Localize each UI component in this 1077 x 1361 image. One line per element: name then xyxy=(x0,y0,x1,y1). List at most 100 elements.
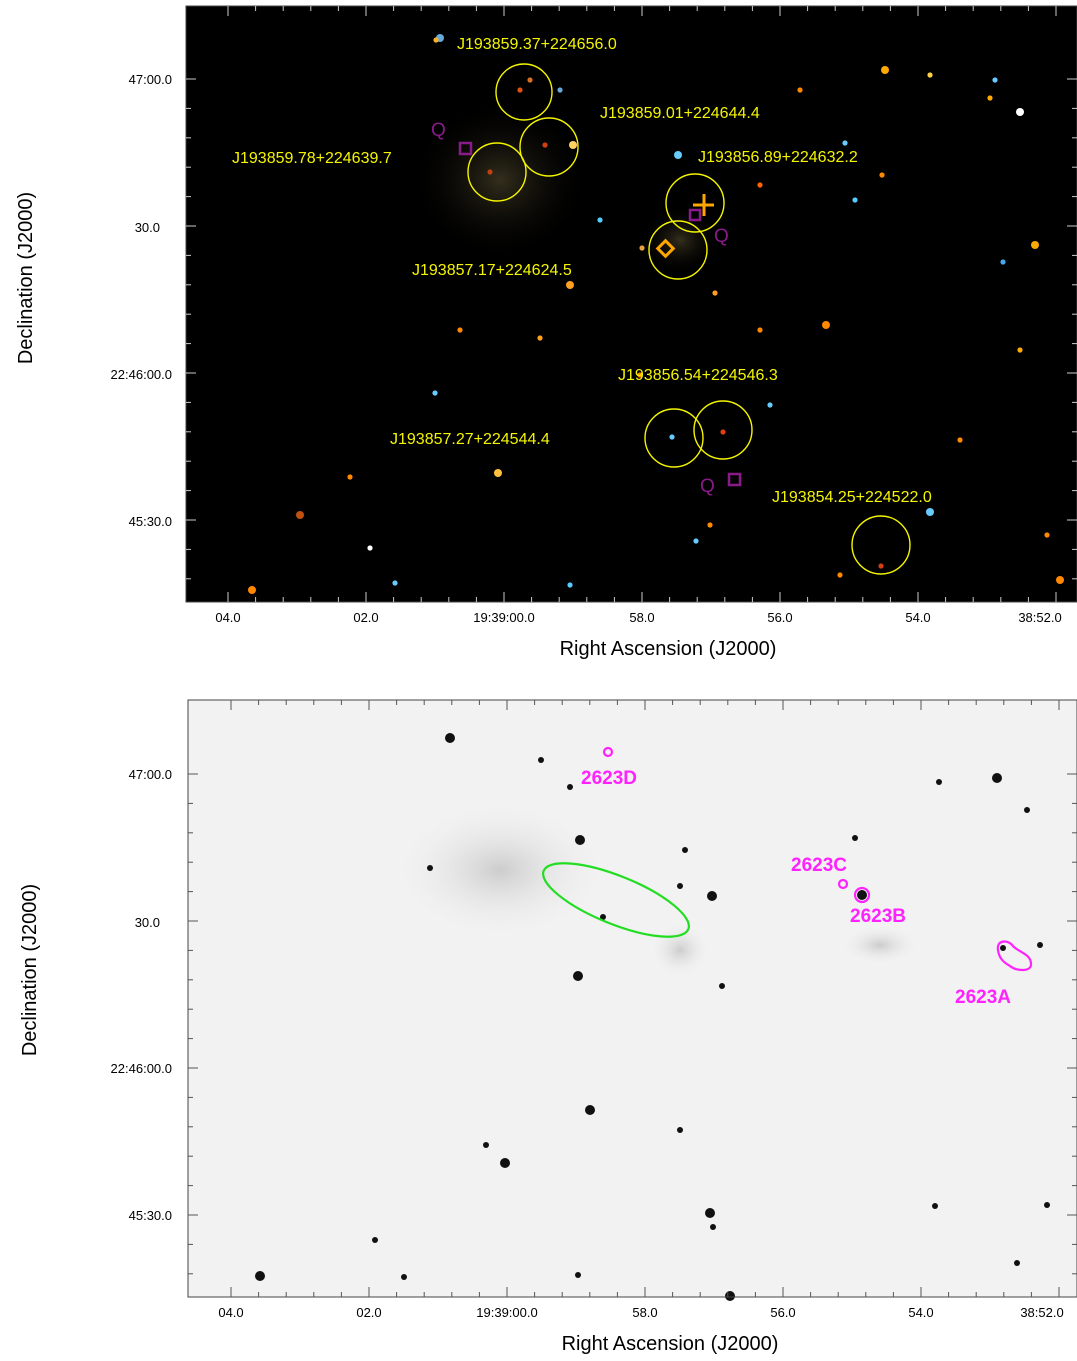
top-star xyxy=(957,437,963,443)
bottom-star xyxy=(538,757,544,763)
bottom-x-tick-0: 04.0 xyxy=(218,1305,243,1320)
top-star xyxy=(367,545,373,551)
top-y-tick-0: 47:00.0 xyxy=(129,72,172,87)
square-marker-1 xyxy=(458,141,473,156)
top-star xyxy=(347,474,353,480)
top-tick-marks xyxy=(186,6,1077,602)
top-x-tick-1: 02.0 xyxy=(353,610,378,625)
top-y-tick-labels: 47:00.0 30.0 22:46:00.0 45:30.0 xyxy=(111,72,172,529)
top-star xyxy=(757,327,763,333)
bottom-x-tick-1: 02.0 xyxy=(356,1305,381,1320)
top-markers xyxy=(458,141,742,487)
top-star xyxy=(674,151,682,159)
source-circle-3 xyxy=(467,142,527,202)
bottom-star xyxy=(500,1158,510,1168)
contour-2623B xyxy=(853,886,871,904)
bottom-star xyxy=(573,971,583,981)
bottom-star xyxy=(677,883,683,889)
top-star xyxy=(527,77,533,83)
top-star xyxy=(639,245,645,251)
orange-cross-marker xyxy=(693,194,714,216)
bottom-star xyxy=(427,865,433,871)
bottom-star xyxy=(852,835,858,841)
bottom-x-tick-2: 19:39:00.0 xyxy=(476,1305,537,1320)
top-x-tick-4: 56.0 xyxy=(767,610,792,625)
orange-diamond-marker xyxy=(655,238,676,259)
top-x-tick-5: 54.0 xyxy=(905,610,930,625)
top-star xyxy=(926,508,934,516)
bottom-x-tick-6: 38:52.0 xyxy=(1020,1305,1063,1320)
label-2623D: 2623D xyxy=(581,768,637,789)
source-label-2: J193859.01+224644.4 xyxy=(600,105,760,122)
label-2623C: 2623C xyxy=(791,855,847,876)
top-star xyxy=(1031,241,1039,249)
bottom-star xyxy=(575,835,585,845)
bottom-x-axis-title: Right Ascension (J2000) xyxy=(562,1333,779,1355)
top-star xyxy=(1017,347,1023,353)
top-image-background xyxy=(186,6,1077,602)
bottom-star xyxy=(401,1274,407,1280)
top-nebula-haze-2 xyxy=(640,205,720,275)
top-star xyxy=(517,87,523,93)
top-star xyxy=(1056,576,1064,584)
source-label-7: J193857.27+224544.4 xyxy=(390,431,550,448)
label-2623A: 2623A xyxy=(955,987,1011,1008)
bottom-contours xyxy=(602,746,1033,972)
bottom-star xyxy=(710,1224,716,1230)
top-star xyxy=(852,197,858,203)
bottom-star xyxy=(719,983,725,989)
contour-2623A xyxy=(996,940,1033,972)
bottom-star xyxy=(255,1271,265,1281)
square-marker-2 xyxy=(688,208,702,222)
bottom-y-tick-labels: 47:00.0 30.0 22:46:00.0 45:30.0 xyxy=(111,767,172,1223)
bottom-x-tick-4: 56.0 xyxy=(770,1305,795,1320)
source-circle-1 xyxy=(495,63,553,121)
top-star xyxy=(542,142,548,148)
contour-2623C xyxy=(837,878,849,890)
label-2623B: 2623B xyxy=(850,906,906,927)
top-star xyxy=(842,140,848,146)
top-star xyxy=(1000,259,1006,265)
bottom-star xyxy=(1024,807,1030,813)
bottom-star xyxy=(600,914,606,920)
top-star xyxy=(296,511,304,519)
top-x-tick-3: 58.0 xyxy=(629,610,654,625)
top-x-tick-0: 04.0 xyxy=(215,610,240,625)
top-nebula-haze xyxy=(410,100,590,260)
bottom-x-tick-5: 54.0 xyxy=(908,1305,933,1320)
top-y-tick-3: 45:30.0 xyxy=(129,514,172,529)
bottom-y-tick-1: 30.0 xyxy=(135,915,160,930)
bottom-star xyxy=(483,1142,489,1148)
q-marker-3: Q xyxy=(700,476,715,497)
bottom-y-tick-0: 47:00.0 xyxy=(129,767,172,782)
top-x-tick-labels: 04.0 02.0 19:39:00.0 58.0 56.0 54.0 38:5… xyxy=(215,610,1061,625)
top-star xyxy=(878,563,884,569)
bottom-star xyxy=(857,890,867,900)
top-frame xyxy=(185,5,1077,603)
top-star xyxy=(992,77,998,83)
bottom-x-tick-3: 58.0 xyxy=(632,1305,657,1320)
q-marker-2: Q xyxy=(714,226,729,247)
top-star xyxy=(487,169,493,175)
q-marker-1: Q xyxy=(431,120,446,141)
bottom-diffuse-emission-3 xyxy=(840,925,920,965)
bottom-star xyxy=(1037,942,1043,948)
bottom-star xyxy=(992,773,1002,783)
top-star xyxy=(927,72,933,78)
bottom-star xyxy=(682,847,688,853)
top-star xyxy=(248,586,256,594)
top-star xyxy=(566,281,574,289)
bottom-star xyxy=(372,1237,378,1243)
top-star xyxy=(669,434,675,440)
bottom-star xyxy=(567,784,573,790)
source-circle-6 xyxy=(644,408,704,468)
top-x-axis-title: Right Ascension (J2000) xyxy=(560,638,777,660)
top-star xyxy=(1044,532,1050,538)
bottom-star xyxy=(677,1127,683,1133)
top-star xyxy=(987,95,993,101)
bottom-diffuse-emission-1 xyxy=(390,800,610,940)
bottom-y-axis-title: Declination (J2000) xyxy=(19,884,41,1056)
bottom-star xyxy=(705,1208,715,1218)
top-star xyxy=(537,335,543,341)
source-circle-7 xyxy=(693,400,753,460)
